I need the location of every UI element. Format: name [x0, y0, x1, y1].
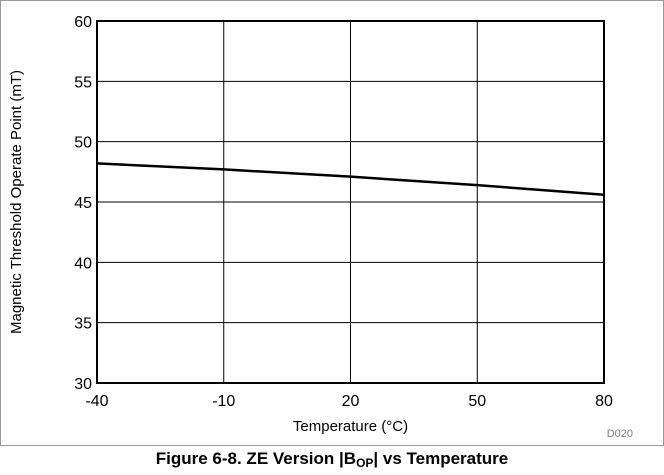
x-axis-label: Temperature (°C): [293, 418, 408, 435]
grid: [97, 21, 604, 383]
y-tick-label: 45: [74, 195, 92, 212]
figure-frame: [0, 0, 664, 446]
x-tick-label: 20: [342, 393, 360, 410]
plot-border: [96, 20, 605, 384]
y-tick-label: 60: [74, 14, 92, 31]
series-line: [96, 162, 605, 197]
y-tick-label: 40: [74, 255, 92, 272]
y-tick-label: 35: [74, 316, 92, 333]
x-tick-label: -40: [85, 393, 108, 410]
y-tick-label: 55: [74, 74, 92, 91]
caption-suffix: | vs Temperature: [373, 449, 509, 468]
figure-id-label: D020: [607, 428, 633, 440]
tick-labels: -40 -10 20 50 80 30 35 40 45 50 55 60: [74, 14, 613, 410]
series-layer: [96, 162, 605, 197]
figure-caption: Figure 6-8. ZE Version |BOP| vs Temperat…: [0, 449, 664, 470]
chart: -40 -10 20 50 80 30 35 40 45 50 55 60 Temperature (…: [8, 14, 633, 440]
x-tick-label: 80: [595, 393, 613, 410]
x-tick-label: 50: [468, 393, 486, 410]
y-tick-label: 30: [74, 376, 92, 393]
caption-prefix: Figure 6-8. ZE Version |B: [155, 449, 357, 468]
x-tick-label: -10: [212, 393, 235, 410]
y-tick-label: 50: [74, 135, 92, 152]
caption-subscript: OP: [356, 456, 374, 470]
y-axis-label: Magnetic Threshold Operate Point (mT): [8, 70, 25, 334]
